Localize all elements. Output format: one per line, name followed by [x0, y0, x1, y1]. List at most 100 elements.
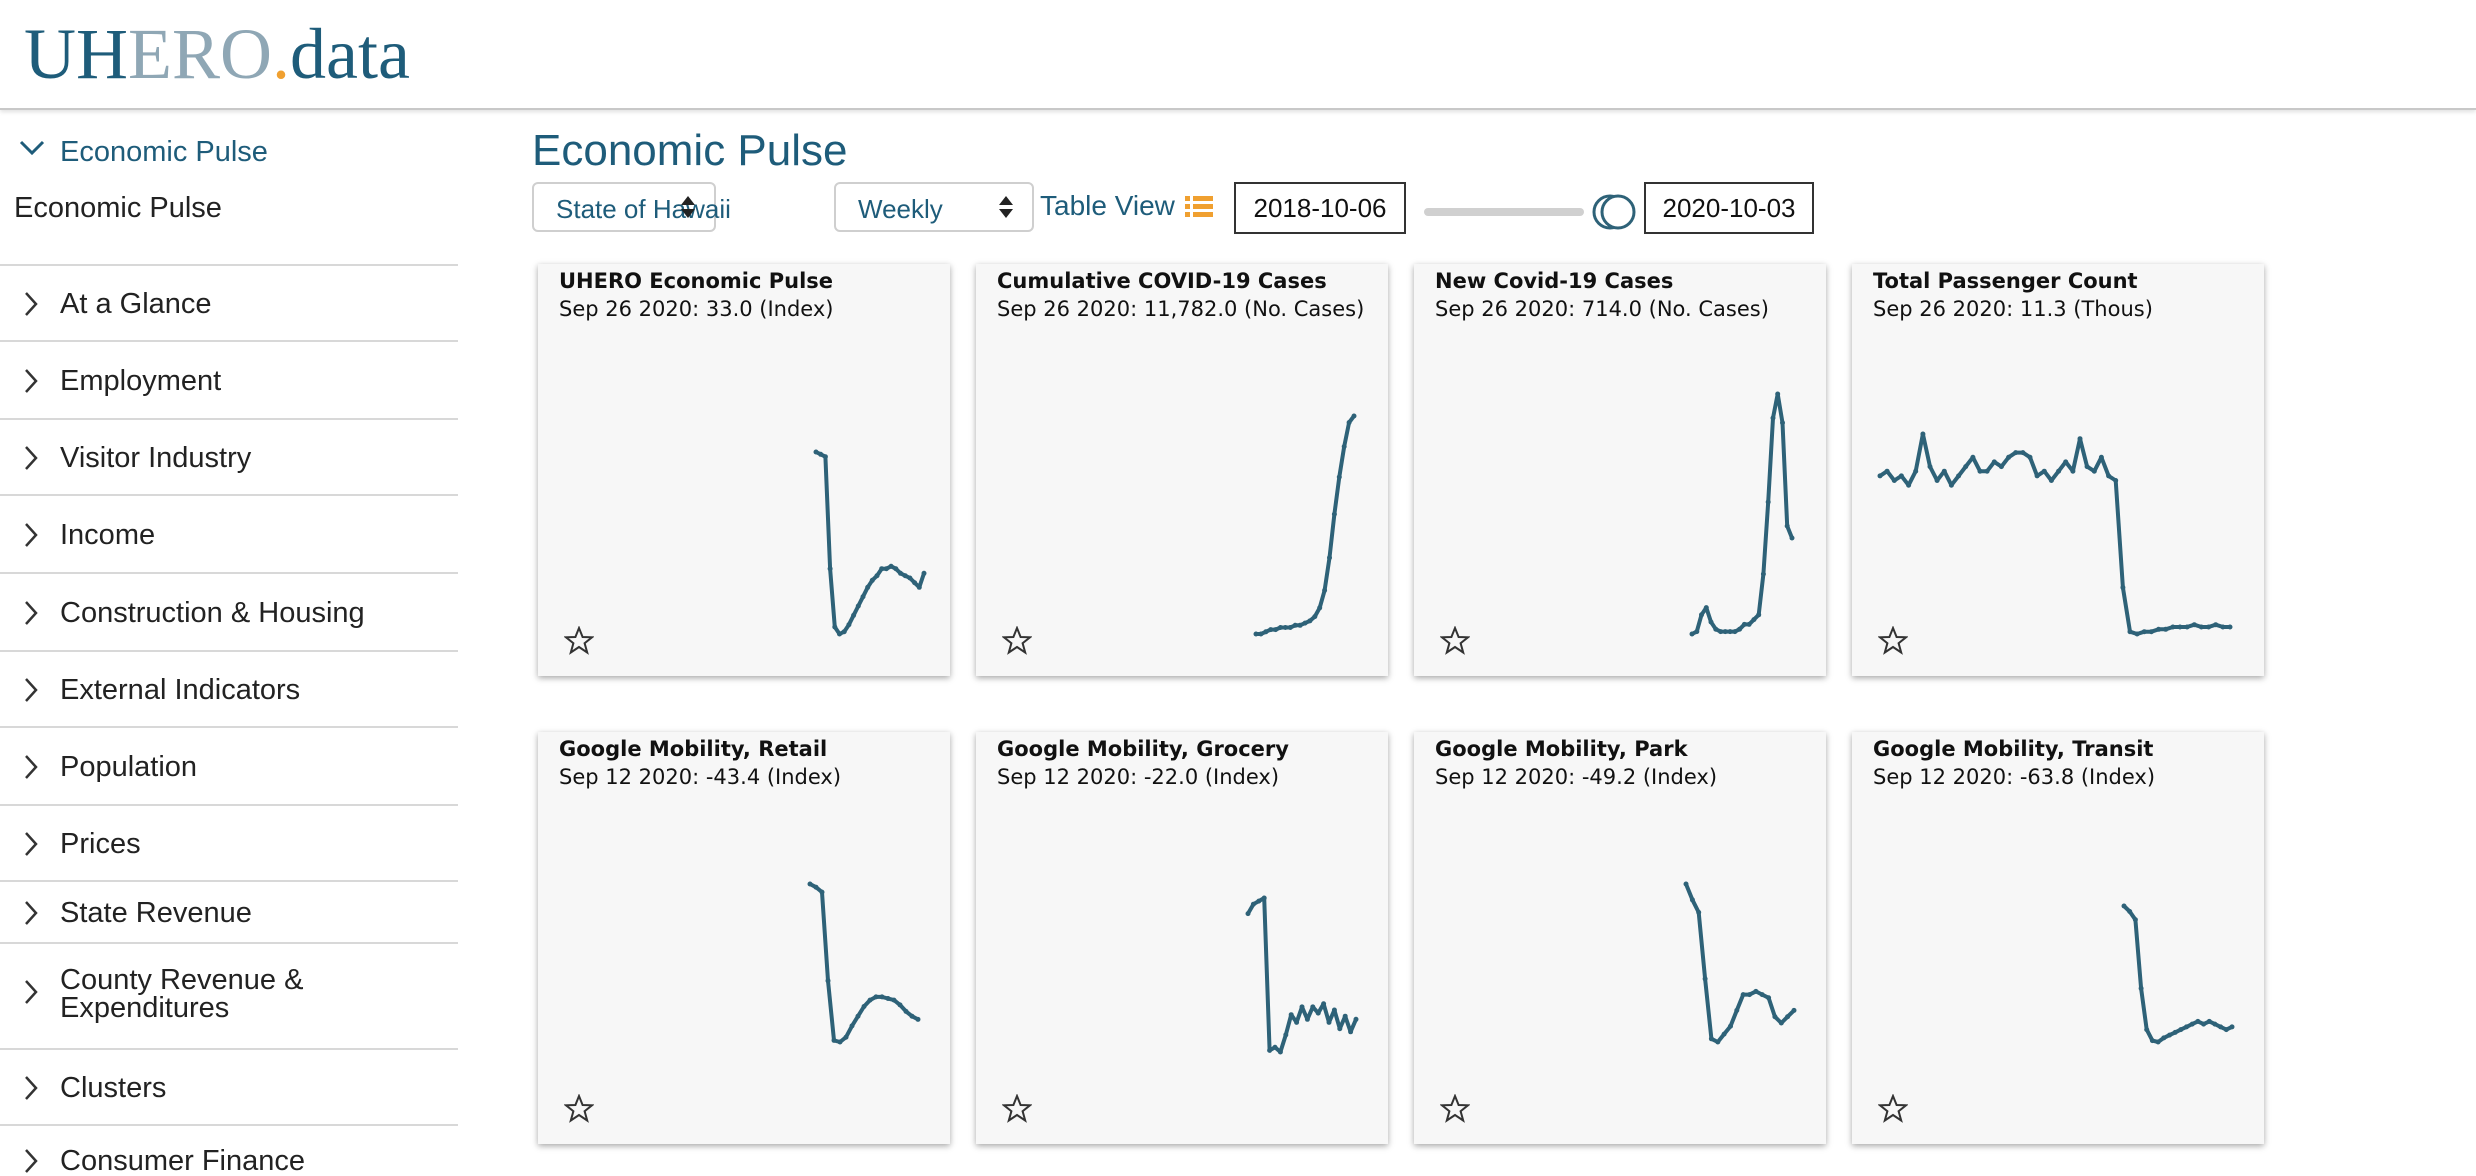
sparkline-point [2172, 1029, 2178, 1035]
sidebar-section-label: Economic Pulse [60, 136, 268, 168]
sparkline-point [1683, 881, 1689, 887]
sidebar-item-population[interactable]: Population [0, 726, 458, 806]
sidebar-item-county-revenue[interactable]: County Revenue & Expenditures [0, 942, 458, 1050]
sparkline-point [1263, 629, 1269, 635]
sparkline-point [1256, 898, 1262, 904]
star-icon[interactable] [1002, 626, 1032, 656]
sparkline-point [1317, 605, 1323, 611]
sparkline-point [1321, 1001, 1327, 1007]
date-range-slider-handle[interactable] [1592, 192, 1636, 232]
sparkline-point [1713, 626, 1719, 632]
chevron-right-icon [25, 678, 38, 702]
star-icon[interactable] [1440, 1094, 1470, 1124]
sidebar-item-construction-housing[interactable]: Construction & Housing [0, 572, 458, 652]
chevron-right-icon [25, 523, 38, 547]
sparkline-point [909, 1013, 915, 1019]
sparkline-point [1342, 1013, 1348, 1019]
sparkline-point [2063, 459, 2069, 465]
sparkline-point [2113, 478, 2119, 483]
sidebar-item-employment[interactable]: Employment [0, 340, 458, 420]
sparkline-point [1991, 459, 1997, 465]
star-icon[interactable] [1440, 626, 1470, 656]
sidebar-item-economic-pulse[interactable]: Economic Pulse [14, 192, 222, 224]
sparkline-point [1718, 629, 1724, 635]
sparkline-point [1282, 625, 1288, 630]
series-title[interactable]: Cumulative COVID-19 Cases [997, 269, 1327, 293]
sidebar-item-prices[interactable]: Prices [0, 804, 458, 882]
sidebar-item-at-a-glance[interactable]: At a Glance [0, 264, 458, 342]
region-select[interactable]: State of Hawaii [532, 182, 731, 232]
sparkline-point [1351, 413, 1357, 419]
sparkline-point [1331, 511, 1337, 517]
star-icon[interactable] [1878, 1094, 1908, 1124]
series-title[interactable]: Google Mobility, Transit [1873, 737, 2154, 761]
chevron-right-icon [25, 601, 38, 625]
star-icon[interactable] [1878, 626, 1908, 656]
sidebar-item-label: Prices [60, 828, 141, 860]
sidebar-section-economic-pulse[interactable]: Economic Pulse [0, 122, 460, 174]
frequency-select[interactable]: Weekly [834, 182, 1034, 232]
sidebar-item-state-revenue[interactable]: State Revenue [0, 880, 458, 944]
sparkline-series [2122, 904, 2233, 1044]
chevron-right-icon [25, 755, 38, 779]
chevron-right-icon [25, 832, 38, 856]
sparkline-point [1913, 468, 1919, 474]
table-view-link[interactable]: Table View [1040, 190, 1175, 221]
sidebar-item-visitor-industry[interactable]: Visitor Industry [0, 418, 458, 496]
sparkline-point [1702, 976, 1708, 982]
sparkline-point [1766, 995, 1772, 1001]
sidebar-item-clusters[interactable]: Clusters [0, 1048, 458, 1126]
sparkline-point [822, 454, 828, 460]
sparkline-point [1304, 1016, 1310, 1022]
sparkline-point [1740, 992, 1746, 998]
sparkline-point [1261, 895, 1267, 901]
series-title[interactable]: Google Mobility, Grocery [997, 737, 1289, 761]
sidebar-item-label: Clusters [60, 1072, 167, 1104]
sparkline-point [1353, 1016, 1359, 1022]
sparkline-point [1785, 1014, 1791, 1020]
sparkline-point [1258, 631, 1264, 637]
sparkline-point [1315, 1010, 1321, 1016]
sparkline-point [2106, 473, 2112, 479]
series-card[interactable]: Google Mobility, Grocery Sep 12 2020: -22… [976, 732, 1388, 1144]
series-card[interactable]: New Covid-19 Cases Sep 26 2020: 714.0 (No… [1414, 264, 1826, 676]
sidebar-item-label: At a Glance [60, 288, 212, 320]
sparkline-point [2161, 1035, 2167, 1041]
sparkline-point [1689, 897, 1695, 903]
sidebar-item-consumer-finance[interactable]: Consumer Finance [0, 1124, 458, 1176]
sparkline-point [1703, 605, 1709, 611]
series-title[interactable]: UHERO Economic Pulse [559, 269, 834, 293]
star-icon[interactable] [1002, 1094, 1032, 1124]
list-icon[interactable] [1184, 194, 1214, 220]
uhero-data-logo[interactable]: UHERO.data [24, 14, 410, 94]
sparkline-point [813, 449, 819, 455]
sparkline-point [1756, 612, 1762, 618]
sparkline-point [1245, 911, 1251, 917]
star-icon[interactable] [564, 1094, 594, 1124]
sparkline-point [891, 997, 897, 1003]
sidebar-item-external-indicators[interactable]: External Indicators [0, 650, 458, 728]
series-card[interactable]: Total Passenger Count Sep 26 2020: 11.3 (… [1852, 264, 2264, 676]
sparkline-point [837, 631, 842, 637]
series-title[interactable]: Google Mobility, Park [1435, 737, 1688, 761]
series-card[interactable]: Google Mobility, Transit Sep 12 2020: -63… [1852, 732, 2264, 1144]
sparkline-point [1694, 629, 1700, 635]
sidebar-item-income[interactable]: Income [0, 494, 458, 574]
sparkline-point [2120, 585, 2126, 590]
star-icon[interactable] [564, 626, 594, 656]
sparkline-point [832, 624, 838, 630]
series-card[interactable]: Cumulative COVID-19 Cases Sep 26 2020: 11… [976, 264, 1388, 676]
sparkline-point [1253, 631, 1259, 637]
series-title[interactable]: Total Passenger Count [1873, 269, 2138, 293]
sparkline-point [2127, 909, 2133, 914]
series-card[interactable]: Google Mobility, Park Sep 12 2020: -49.2 … [1414, 732, 1826, 1144]
series-card[interactable]: Google Mobility, Retail Sep 12 2020: -43.… [538, 732, 950, 1144]
start-date-input[interactable]: 2018-10-06 [1234, 182, 1406, 234]
end-date-input[interactable]: 2020-10-03 [1644, 182, 1814, 234]
sparkline-point [1751, 617, 1757, 623]
series-title[interactable]: Google Mobility, Retail [559, 737, 828, 761]
series-card[interactable]: UHERO Economic Pulse Sep 26 2020: 33.0 (I… [538, 264, 950, 676]
sidebar: Economic Pulse Economic Pulse At a Glanc… [0, 112, 460, 1176]
date-range-slider-track[interactable] [1424, 208, 1584, 216]
series-title[interactable]: New Covid-19 Cases [1435, 269, 1674, 293]
